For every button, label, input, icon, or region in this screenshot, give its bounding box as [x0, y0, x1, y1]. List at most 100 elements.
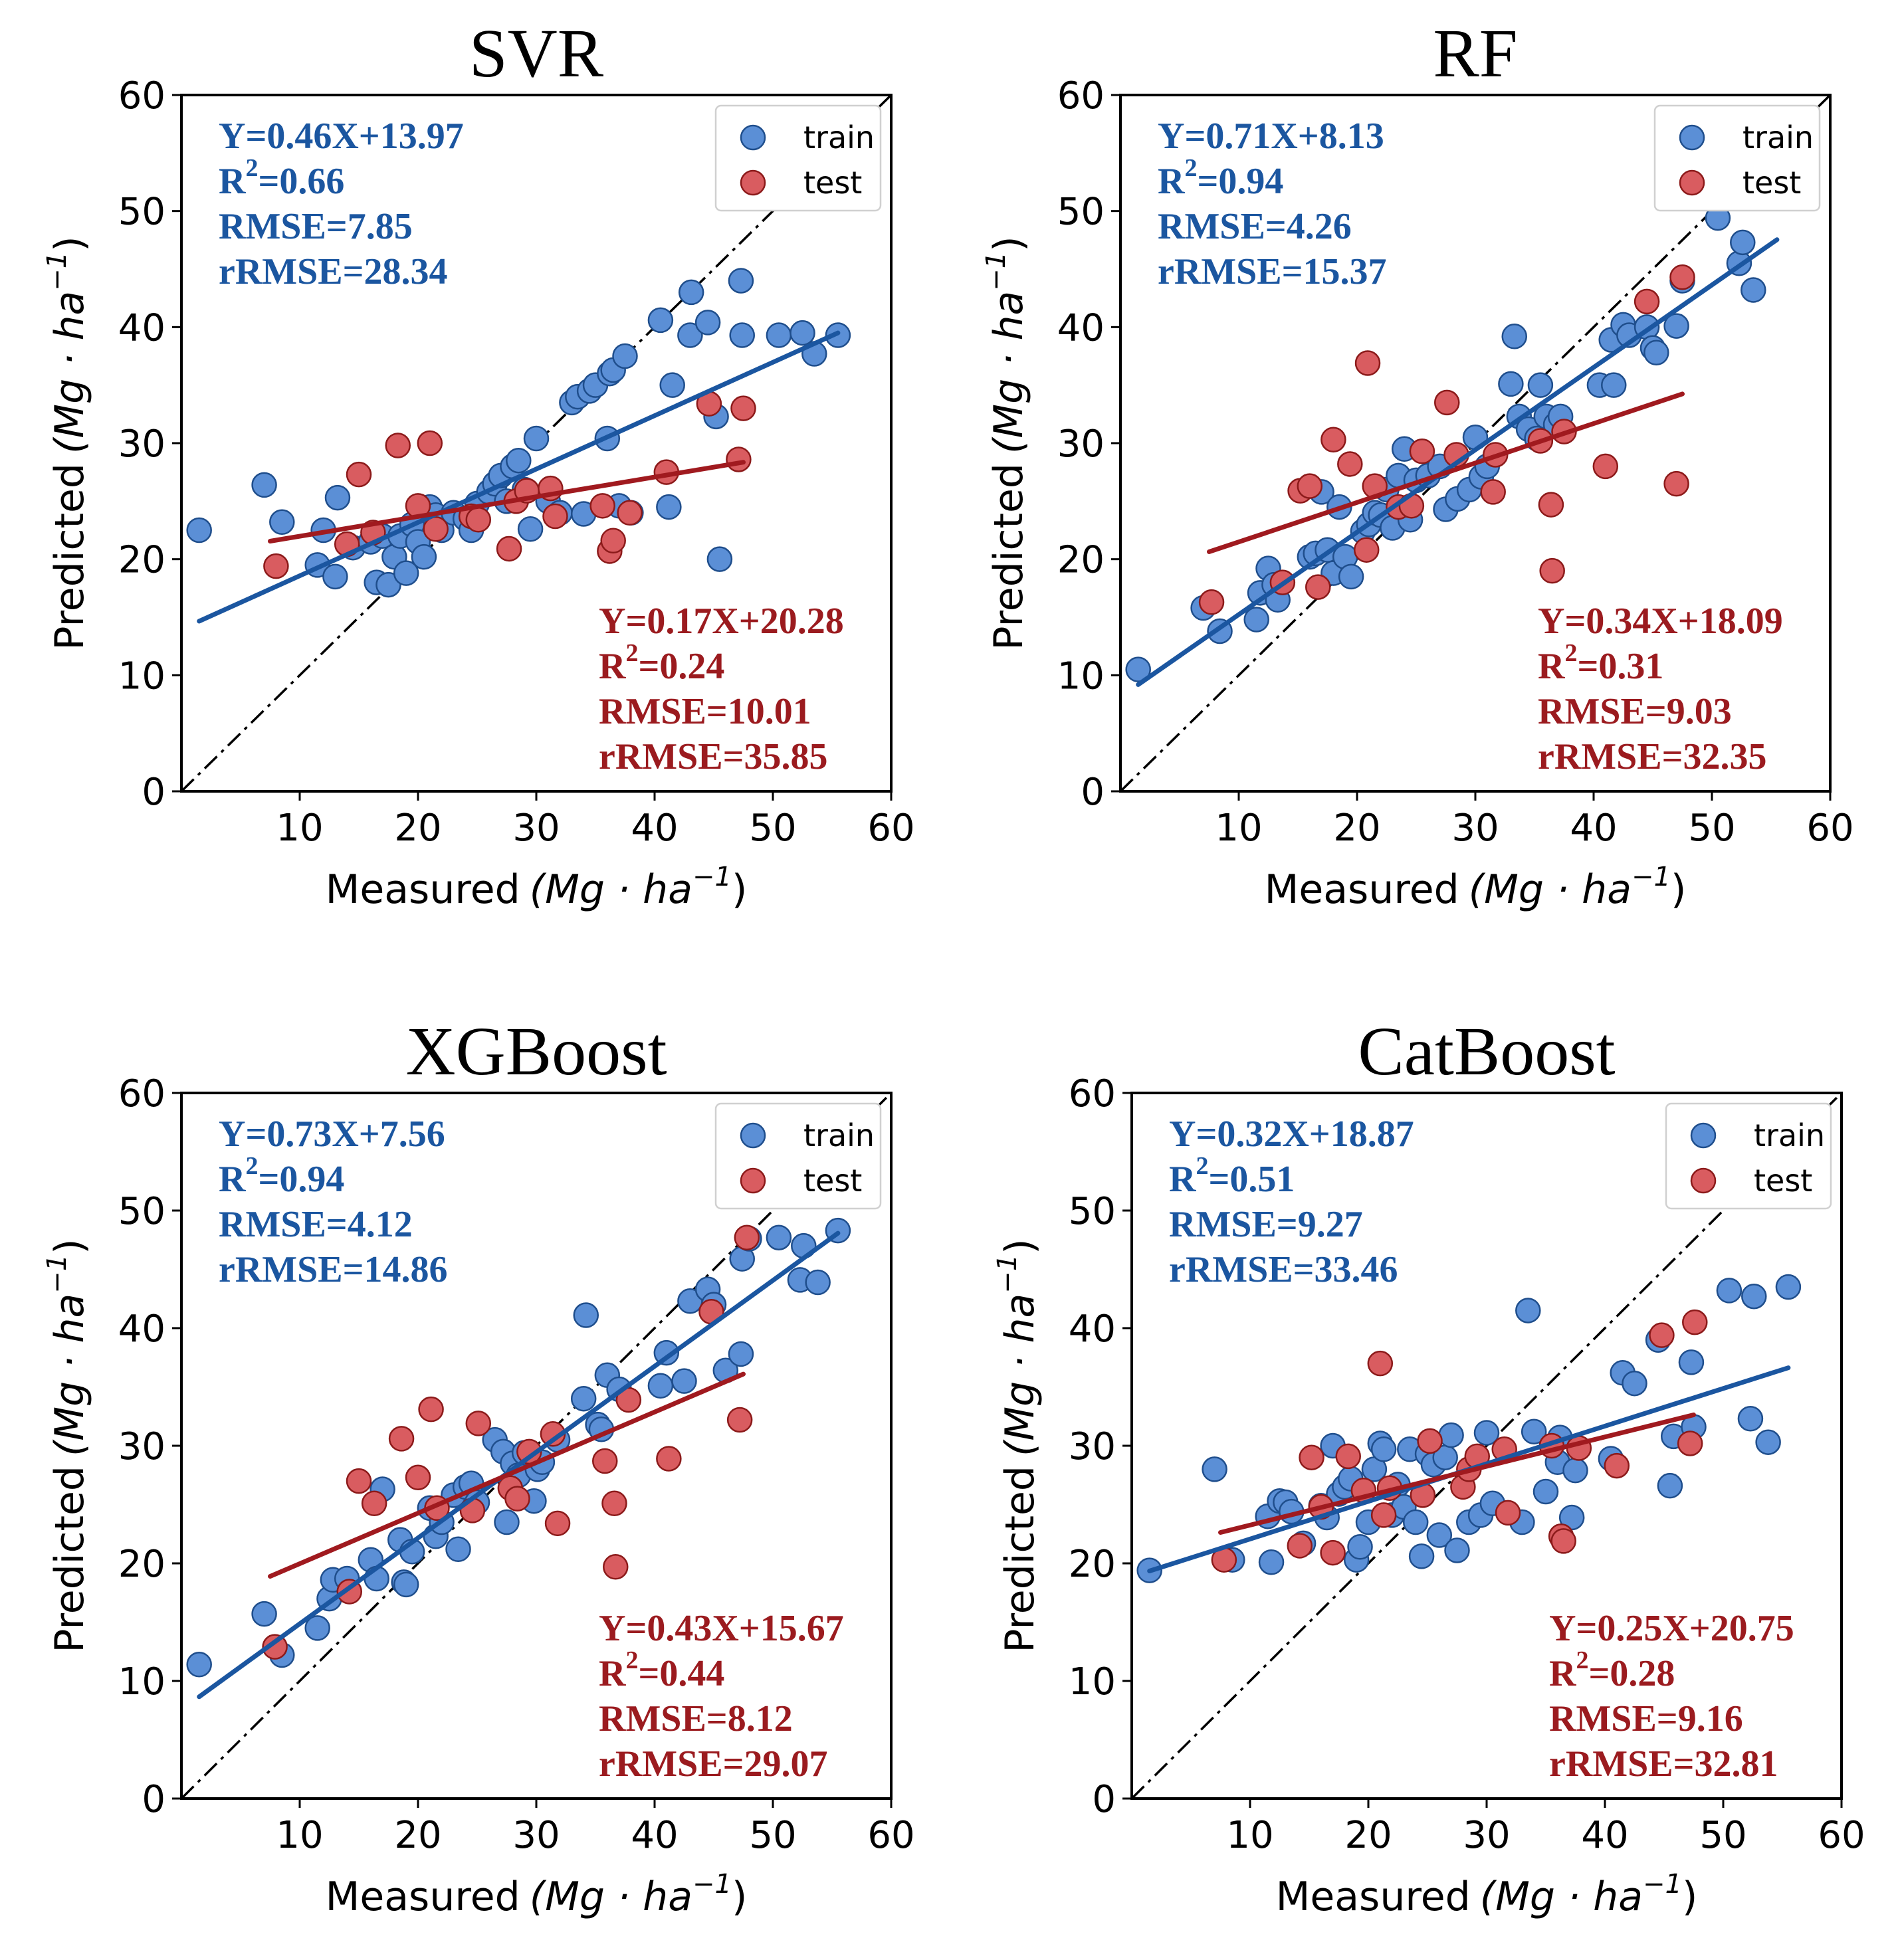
test-point: [1539, 557, 1565, 584]
legend-test-marker: [740, 1167, 766, 1194]
train-point: [1202, 1456, 1227, 1482]
train-point: [393, 560, 419, 586]
train-regression-line: [197, 330, 841, 624]
legend-train-label: train: [1754, 1118, 1825, 1153]
x-axis-unit-exponent: −1: [1643, 1869, 1682, 1900]
x-tick-label: 40: [631, 1814, 678, 1857]
y-axis-name: Predicted: [47, 463, 93, 650]
x-tick-label: 60: [867, 1814, 914, 1857]
test-equation: Y=0.43X+15.67: [599, 1608, 844, 1649]
test-point: [1604, 1452, 1630, 1479]
test-rmse: RMSE=8.12: [599, 1698, 793, 1739]
train-point: [186, 1651, 212, 1678]
test-point: [346, 461, 372, 488]
test-r-squared: R2=0.24: [599, 639, 724, 687]
train-rrmse: rRMSE=33.46: [1169, 1249, 1398, 1290]
x-tick-label: 10: [1215, 807, 1262, 850]
train-point: [1527, 372, 1554, 398]
x-tick-label: 10: [1226, 1814, 1273, 1857]
train-point: [1562, 1457, 1588, 1484]
x-axis-unit: (Mg · ha: [530, 1874, 692, 1920]
y-tick-label: 50: [1069, 1190, 1116, 1233]
train-rmse: RMSE=4.12: [219, 1204, 413, 1245]
test-point: [263, 553, 289, 579]
test-point: [600, 528, 626, 553]
train-r-squared: R2=0.94: [219, 1152, 344, 1200]
y-axis-unit-exponent: −1: [42, 1254, 72, 1294]
test-point: [1669, 264, 1695, 290]
x-axis-unit: (Mg · ha: [1469, 866, 1632, 913]
train-point: [523, 425, 550, 452]
test-point: [544, 1510, 571, 1537]
train-point: [1338, 563, 1364, 590]
test-rrmse: rRMSE=29.07: [599, 1743, 828, 1785]
chart-title: XGBoost: [406, 1013, 667, 1090]
y-tick-label: 10: [118, 1660, 165, 1704]
legend-train-label: train: [803, 1118, 875, 1153]
test-point: [385, 433, 411, 458]
x-axis-unit: (Mg · ha: [530, 866, 692, 913]
test-point: [1299, 1444, 1324, 1470]
train-point: [411, 543, 437, 570]
test-point: [542, 503, 568, 530]
y-axis-unit: (Mg · ha: [997, 1294, 1043, 1456]
train-point: [1741, 277, 1766, 303]
train-rrmse: rRMSE=14.86: [219, 1249, 448, 1290]
test-rmse: RMSE=10.01: [599, 691, 811, 732]
test-regression-line: [268, 1371, 746, 1579]
test-point: [617, 500, 643, 526]
test-point: [1370, 1502, 1397, 1528]
chart-panel-3: XGBoost 0 10 20 30 40 50 60 10 20 30 40 50 60 Measured…: [42, 1013, 915, 1920]
train-point: [678, 279, 704, 306]
test-point: [1480, 479, 1506, 505]
legend-test-marker: [1679, 169, 1705, 196]
test-point: [603, 1554, 629, 1580]
y-tick-label: 0: [142, 1778, 165, 1821]
test-r-squared: R2=0.28: [1549, 1646, 1675, 1694]
y-axis-unit-close: ): [47, 236, 93, 251]
x-tick-label: 30: [512, 1814, 560, 1857]
train-point: [1258, 1549, 1285, 1575]
test-point: [589, 493, 615, 519]
train-equation: Y=0.73X+7.56: [219, 1114, 445, 1155]
test-equation: Y=0.17X+20.28: [599, 601, 844, 642]
test-equation: Y=0.25X+20.75: [1549, 1608, 1794, 1649]
test-point: [417, 430, 443, 456]
y-tick-label: 20: [1057, 539, 1105, 582]
train-point: [766, 322, 792, 348]
test-point: [730, 395, 756, 421]
y-tick-label: 10: [1069, 1660, 1116, 1704]
y-axis-unit: (Mg · ha: [986, 291, 1032, 454]
test-rrmse: rRMSE=32.35: [1538, 736, 1767, 777]
y-axis-label: Predicted (Mg · ha−1): [42, 236, 93, 650]
x-tick-label: 60: [1806, 807, 1853, 850]
test-point: [346, 1468, 372, 1494]
train-point: [251, 1601, 277, 1627]
test-point: [1335, 1443, 1361, 1470]
test-point: [1287, 1533, 1313, 1559]
x-tick-label: 40: [1570, 807, 1617, 850]
legend-test-marker: [740, 169, 766, 196]
chart-panel-4: CatBoost 0 10 20 30 40 50 60 10 20 30 40 50 60 Measure…: [992, 1013, 1865, 1920]
y-tick-label: 40: [1069, 1308, 1116, 1351]
train-point: [694, 310, 721, 336]
test-point: [1495, 1500, 1521, 1526]
train-rrmse: rRMSE=15.37: [1158, 251, 1387, 292]
train-point: [1532, 1478, 1559, 1505]
test-point: [1682, 1309, 1708, 1335]
train-point: [1501, 324, 1527, 349]
y-tick-label: 0: [1092, 1778, 1116, 1821]
train-point: [375, 571, 401, 598]
x-tick-label: 50: [1699, 1814, 1746, 1857]
x-tick-label: 50: [1688, 807, 1735, 850]
x-axis-unit: (Mg · ha: [1480, 1874, 1643, 1920]
y-axis-unit: (Mg · ha: [47, 291, 93, 454]
test-point: [465, 507, 492, 533]
train-point: [1663, 313, 1689, 339]
test-point: [1320, 1539, 1346, 1566]
x-axis-name: Measured: [326, 866, 520, 913]
legend-train-marker: [740, 124, 766, 151]
train-point: [445, 1536, 471, 1563]
x-axis-label: Measured (Mg · ha−1): [326, 862, 748, 913]
